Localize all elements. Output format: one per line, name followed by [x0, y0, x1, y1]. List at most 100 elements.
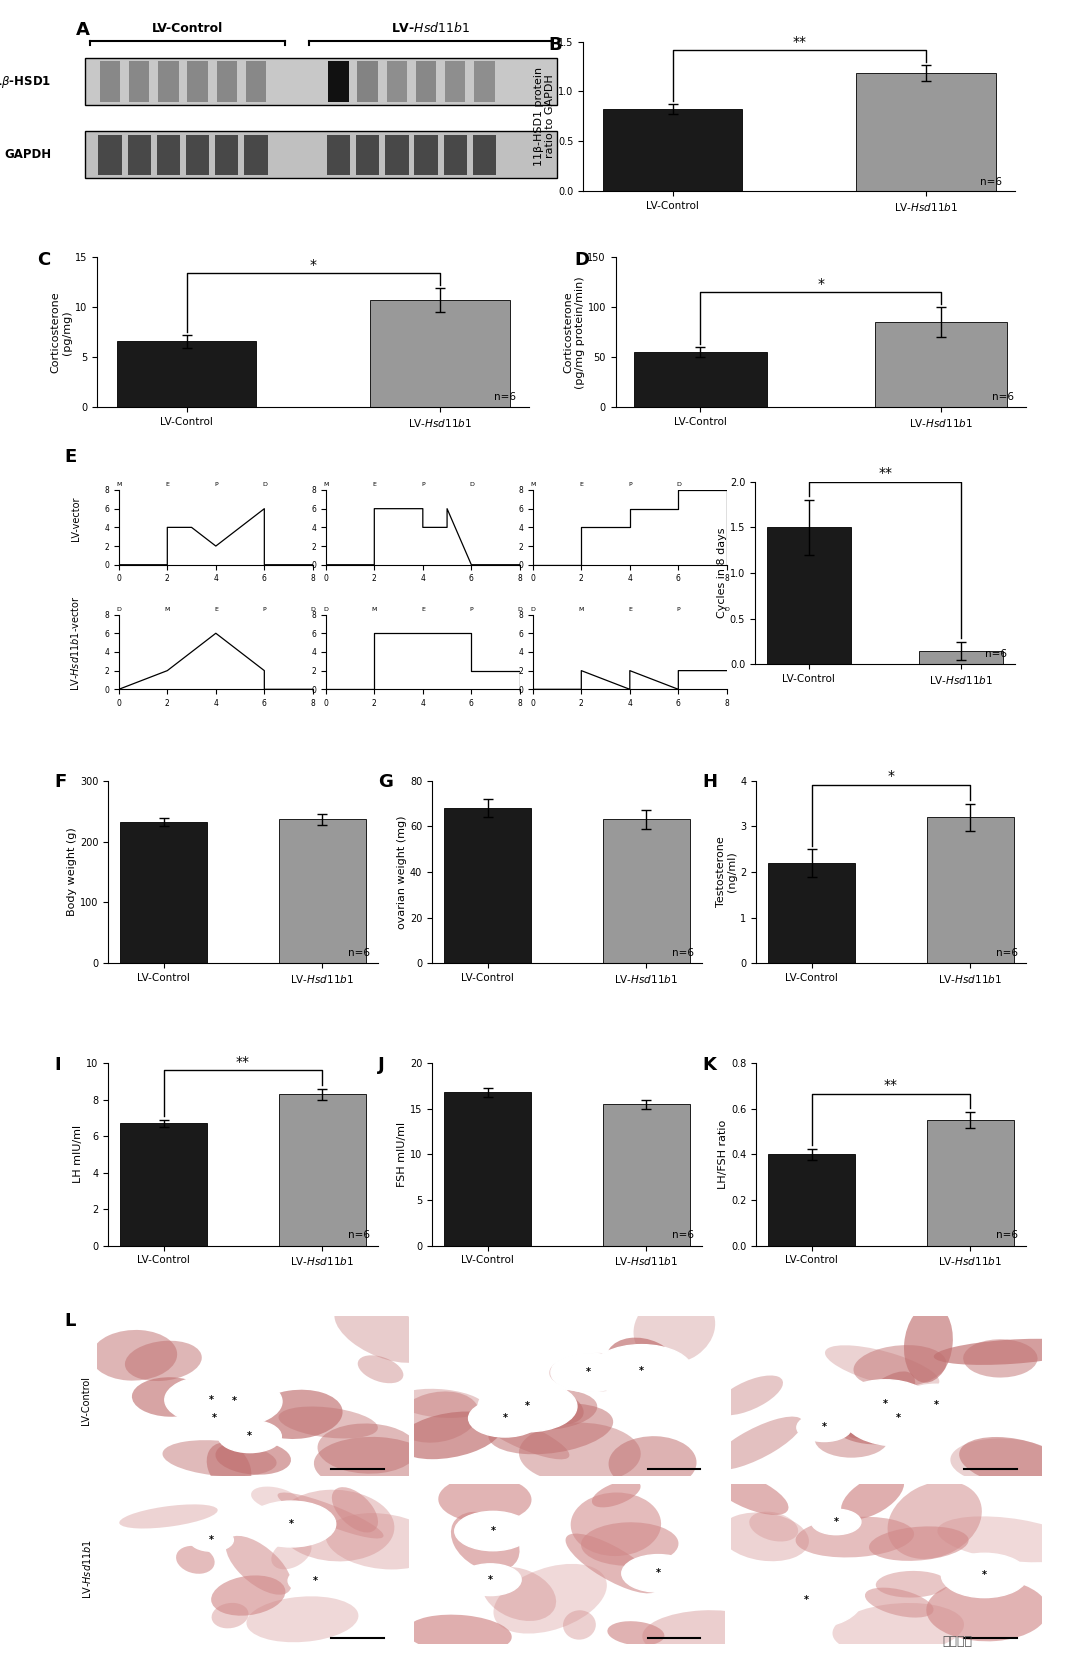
Text: G: G — [378, 774, 393, 791]
Ellipse shape — [246, 1596, 359, 1643]
Text: *: * — [804, 1595, 809, 1605]
Text: P: P — [262, 606, 266, 611]
Text: P: P — [627, 482, 632, 487]
Bar — [444, 807, 531, 963]
Text: LV-Control: LV-Control — [152, 22, 222, 35]
Bar — [98, 135, 122, 174]
Ellipse shape — [318, 1423, 418, 1473]
Bar — [328, 61, 349, 101]
Circle shape — [190, 1528, 233, 1551]
Ellipse shape — [476, 1414, 569, 1460]
Bar — [768, 1154, 855, 1246]
Text: K: K — [702, 1056, 716, 1073]
Ellipse shape — [132, 1377, 208, 1417]
Y-axis label: Testosterone
(ng/ml): Testosterone (ng/ml) — [716, 837, 738, 907]
Text: *: * — [502, 1414, 508, 1423]
Bar — [603, 110, 742, 191]
Text: n=6: n=6 — [985, 649, 1008, 659]
Text: LV-Control: LV-Control — [81, 1375, 91, 1425]
Ellipse shape — [226, 1536, 292, 1595]
Text: *: * — [586, 1367, 591, 1377]
Ellipse shape — [712, 1417, 802, 1470]
Ellipse shape — [494, 1565, 607, 1634]
Text: I: I — [54, 1056, 60, 1073]
Text: *: * — [639, 1365, 644, 1375]
Ellipse shape — [503, 1390, 597, 1430]
Ellipse shape — [825, 1345, 940, 1389]
Bar — [85, 58, 557, 105]
Bar — [120, 1123, 207, 1246]
Ellipse shape — [278, 1490, 394, 1561]
Text: n=6: n=6 — [348, 948, 369, 958]
Ellipse shape — [607, 1621, 664, 1646]
Ellipse shape — [606, 1337, 679, 1392]
Text: *: * — [934, 1400, 939, 1410]
Text: **: ** — [885, 1078, 897, 1091]
Ellipse shape — [397, 1412, 502, 1460]
Text: *: * — [488, 1575, 492, 1585]
Ellipse shape — [869, 1526, 969, 1561]
Text: *: * — [490, 1526, 496, 1536]
Bar — [120, 822, 207, 963]
Ellipse shape — [959, 1437, 1067, 1487]
Circle shape — [811, 1510, 861, 1535]
Circle shape — [591, 1345, 692, 1397]
Y-axis label: 11β-HSD1 protein
ratio to GAPDH: 11β-HSD1 protein ratio to GAPDH — [534, 66, 555, 166]
Bar — [875, 322, 1008, 407]
Circle shape — [551, 1354, 626, 1392]
Y-axis label: Cycles in 8 days: Cycles in 8 days — [717, 528, 727, 618]
Text: H: H — [702, 774, 717, 791]
Text: E: E — [214, 606, 218, 611]
Ellipse shape — [357, 1355, 403, 1384]
Ellipse shape — [125, 1340, 202, 1380]
Ellipse shape — [519, 1387, 583, 1423]
Text: 仁济试管: 仁济试管 — [942, 1634, 972, 1648]
Text: D: D — [310, 606, 315, 611]
Text: **: ** — [793, 35, 806, 50]
Ellipse shape — [251, 1487, 300, 1512]
Circle shape — [459, 1563, 522, 1596]
Text: **: ** — [878, 465, 892, 480]
Bar — [188, 61, 207, 101]
Text: D: D — [530, 606, 536, 611]
Ellipse shape — [963, 1339, 1038, 1377]
Bar — [603, 1105, 690, 1246]
Bar — [768, 862, 855, 963]
Ellipse shape — [332, 1487, 378, 1533]
Bar — [856, 73, 996, 191]
Bar — [387, 61, 407, 101]
Text: M: M — [164, 606, 170, 611]
Text: E: E — [65, 448, 77, 467]
Text: L: L — [65, 1312, 77, 1330]
Ellipse shape — [904, 1304, 953, 1382]
Bar — [217, 61, 237, 101]
Ellipse shape — [814, 1420, 889, 1458]
Text: B: B — [549, 35, 563, 53]
Bar — [85, 131, 557, 178]
Bar — [415, 135, 437, 174]
Bar — [444, 135, 467, 174]
Ellipse shape — [212, 1603, 248, 1628]
Text: M: M — [579, 606, 584, 611]
Text: P: P — [214, 482, 218, 487]
Text: P: P — [470, 606, 473, 611]
Text: D: D — [575, 251, 590, 269]
Ellipse shape — [119, 1505, 218, 1528]
Text: GAPDH: GAPDH — [4, 148, 52, 161]
Text: n=6: n=6 — [348, 1231, 369, 1241]
Ellipse shape — [335, 1301, 432, 1362]
Text: *: * — [208, 1395, 214, 1405]
Text: *: * — [822, 1422, 826, 1432]
Text: *: * — [888, 769, 894, 784]
Bar — [279, 1095, 366, 1246]
Ellipse shape — [271, 1538, 311, 1570]
Bar — [130, 61, 149, 101]
Bar — [186, 135, 210, 174]
Ellipse shape — [396, 1389, 485, 1418]
Text: *: * — [896, 1414, 901, 1423]
Ellipse shape — [438, 1477, 531, 1523]
Ellipse shape — [91, 1330, 177, 1380]
Circle shape — [288, 1566, 342, 1595]
Text: *: * — [212, 1414, 217, 1423]
Ellipse shape — [643, 1610, 771, 1659]
